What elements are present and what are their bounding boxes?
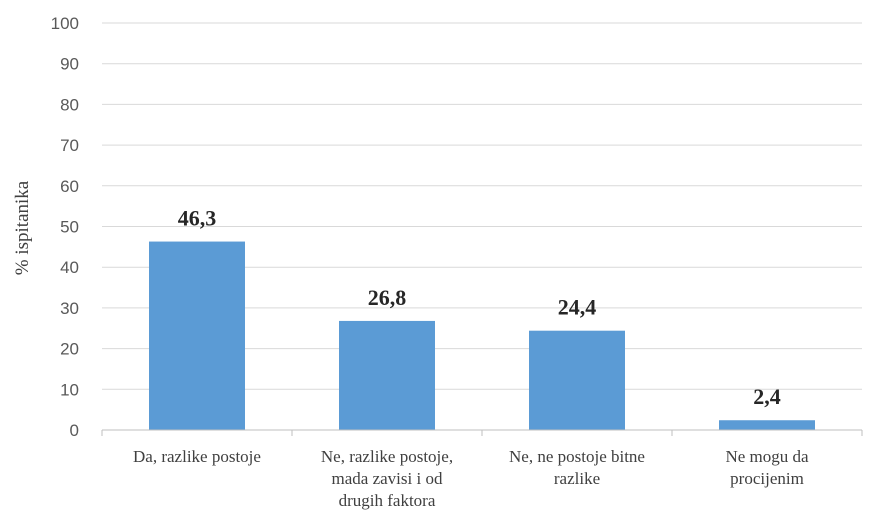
y-tick-label: 60 [60, 177, 79, 196]
data-label: 2,4 [753, 384, 781, 409]
bar [149, 241, 245, 430]
x-category-label: Da, razlike postoje [133, 447, 261, 466]
y-axis-label: % ispitanika [12, 180, 33, 275]
y-tick-label: 10 [60, 380, 79, 399]
x-category-label: Ne, razlike postoje, [321, 447, 453, 466]
x-category-label: drugih faktora [339, 491, 436, 510]
y-tick-label: 100 [51, 14, 79, 33]
y-tick-label: 20 [60, 340, 79, 359]
x-category-label: Ne, ne postoje bitne [509, 447, 645, 466]
y-tick-label: 90 [60, 55, 79, 74]
bar [529, 330, 625, 430]
x-category-label: Ne mogu da [725, 447, 809, 466]
bar [719, 420, 815, 430]
y-axis-ticks: 0 10 20 30 40 50 60 70 80 90 100 [51, 14, 79, 440]
x-category-label: mada zavisi i od [332, 469, 443, 488]
bar [339, 320, 435, 430]
y-tick-label: 40 [60, 258, 79, 277]
x-category-label: razlike [554, 469, 600, 488]
bars [149, 241, 815, 430]
data-labels: 46,3 26,8 24,4 2,4 [178, 206, 781, 410]
x-category-label: procijenim [730, 469, 804, 488]
x-axis-categories: Da, razlike postoje Ne, razlike postoje, m… [101, 430, 863, 510]
y-tick-label: 70 [60, 136, 79, 155]
data-label: 46,3 [178, 206, 217, 231]
y-tick-label: 80 [60, 95, 79, 114]
y-tick-label: 30 [60, 299, 79, 318]
data-label: 24,4 [558, 295, 597, 320]
y-tick-label: 50 [60, 218, 79, 237]
y-tick-label: 0 [70, 421, 79, 440]
data-label: 26,8 [368, 285, 407, 310]
